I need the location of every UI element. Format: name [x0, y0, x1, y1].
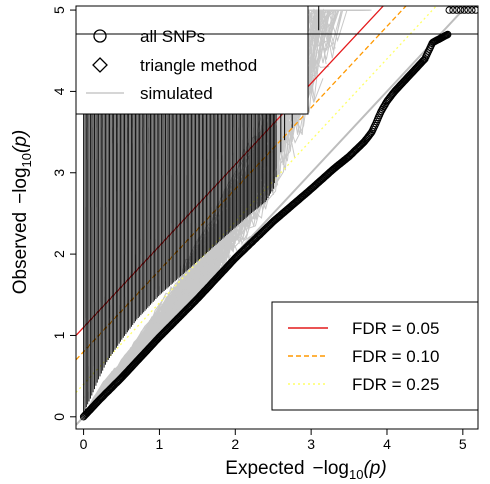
all-snps-point	[449, 6, 457, 14]
legend-label-triangle-method: triangle method	[140, 56, 257, 75]
all-snps-point	[460, 6, 468, 14]
y-tick-label: 4	[51, 87, 67, 95]
x-tick-label: 4	[383, 436, 391, 452]
fdr-line	[76, 6, 407, 361]
y-tick-label: 2	[51, 250, 67, 258]
x-tick-label: 2	[231, 436, 239, 452]
legend-label-all-snps: all SNPs	[140, 27, 205, 46]
fdr-line	[76, 6, 438, 393]
x-axis: 0 1 2 3 4 5	[80, 429, 467, 452]
all-snps-point	[453, 6, 461, 14]
all-snps-point	[445, 6, 453, 14]
legend-label-fdr-025: FDR = 0.25	[352, 375, 439, 394]
legend-label-fdr-005: FDR = 0.05	[352, 319, 439, 338]
x-tick-label: 5	[459, 436, 467, 452]
y-tick-label: 0	[51, 413, 67, 421]
x-tick-label: 1	[156, 436, 164, 452]
legend-top: all SNPs triangle method simulated	[75, 5, 478, 115]
y-axis-title: Observed−log10(p)	[10, 130, 34, 295]
x-axis-title: Expected −log10(p)	[225, 458, 386, 482]
simulated-line	[83, 217, 235, 418]
all-snps-point	[464, 6, 472, 14]
legend-circle-icon	[93, 29, 107, 43]
y-tick-label: 3	[51, 169, 67, 177]
x-tick-label: 3	[307, 436, 315, 452]
legend-label-fdr-010: FDR = 0.10	[352, 347, 439, 366]
x-tick-label: 0	[80, 436, 88, 452]
y-axis: 0 1 2 3 4 5	[51, 6, 76, 421]
all-snps-point	[456, 6, 465, 14]
y-tick-label: 1	[51, 331, 67, 339]
all-snps-point	[468, 6, 476, 14]
legend-fdr: FDR = 0.05 FDR = 0.10 FDR = 0.25	[271, 301, 479, 411]
fdr-line	[76, 6, 385, 336]
legend-label-simulated: simulated	[140, 84, 213, 103]
legend-diamond-icon	[92, 57, 108, 73]
legend-top-box	[75, 5, 309, 115]
all-snps-point	[472, 6, 478, 14]
y-tick-label: 5	[51, 6, 67, 14]
